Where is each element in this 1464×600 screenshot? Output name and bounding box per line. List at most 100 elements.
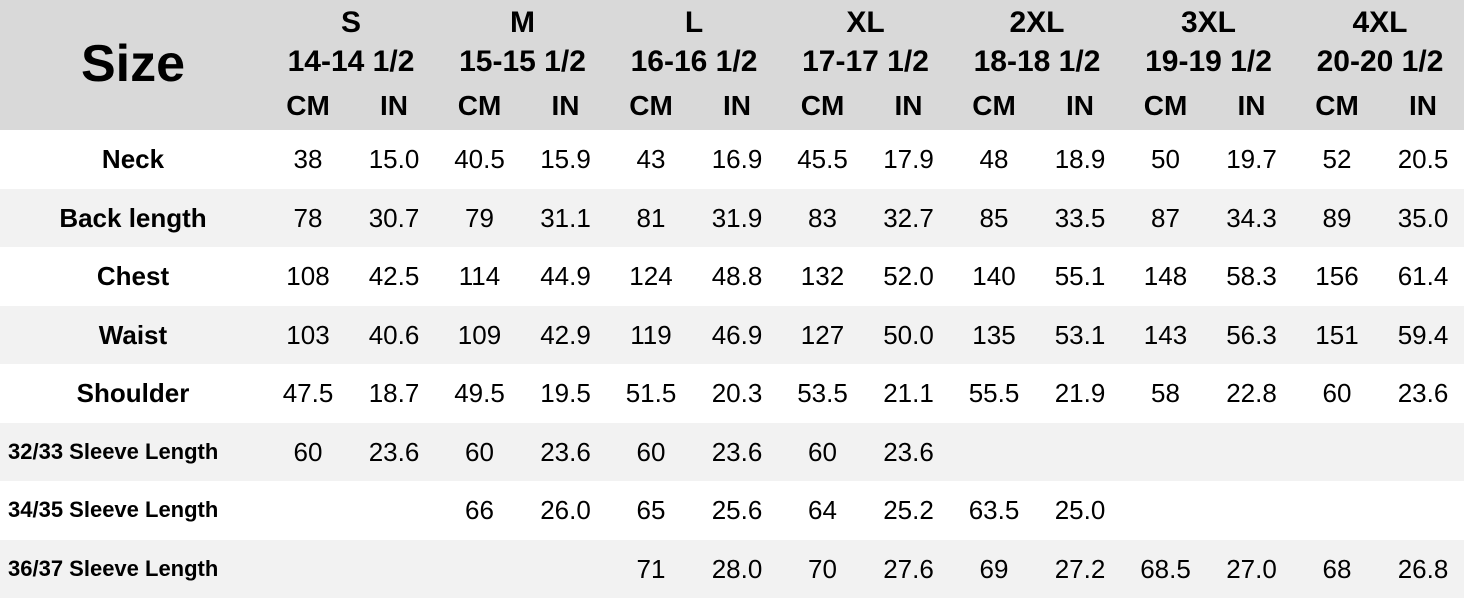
table-row: Neck 38 15.0 40.5 15.9 43 16.9 45.5 17.9 48 18.9 50… — [0, 130, 1464, 188]
unit-cm-label: CM — [1315, 90, 1359, 121]
unit-cm-label: CM — [286, 90, 330, 121]
cell-cm: 60 — [293, 437, 323, 467]
unit-cm-label: CM — [972, 90, 1016, 121]
cell-in: 15.0 — [368, 144, 420, 174]
unit-labels: CM IN — [780, 90, 952, 126]
cell-cm: 151 — [1315, 320, 1359, 350]
size-name: L — [684, 6, 704, 39]
size-name: S — [340, 6, 361, 39]
cell-cm: 52 — [1322, 144, 1352, 174]
cell-cm: 148 — [1143, 261, 1188, 291]
cell-in — [1209, 481, 1295, 539]
unit-labels: CM IN — [437, 90, 609, 126]
cell-cm: 64 — [808, 495, 837, 525]
cell-in: 23.6 — [540, 437, 591, 467]
cell-cm: 127 — [800, 320, 845, 350]
cell-in: 32.7 — [883, 203, 934, 233]
cell-in: 34.3 — [1226, 203, 1277, 233]
table-row: Waist 103 40.6 109 42.9 119 46.9 127 50.0 135 53.1… — [0, 306, 1464, 364]
cell-cm: 69 — [979, 554, 1009, 584]
cell-in: 53.1 — [1054, 320, 1106, 350]
unit-cm-label: CM — [800, 90, 845, 121]
cell-in: 40.6 — [368, 320, 420, 350]
cell-cm: 140 — [972, 261, 1016, 291]
cell-in: 27.2 — [1054, 554, 1106, 584]
size-column-header: 2XL 18-18 1/2 — [951, 4, 1123, 82]
cell-cm — [1123, 423, 1209, 481]
cell-cm: 55.5 — [968, 378, 1020, 408]
cell-cm — [265, 481, 351, 539]
cell-cm — [1123, 481, 1209, 539]
cell-cm: 65 — [636, 495, 666, 525]
unit-labels: CM IN — [265, 90, 437, 126]
unit-in-label: IN — [723, 90, 751, 121]
cell-cm: 135 — [972, 320, 1016, 350]
cell-cm: 87 — [1151, 203, 1180, 233]
cell-in: 21.9 — [1054, 378, 1106, 408]
cell-cm: 58 — [1151, 378, 1180, 408]
size-name: XL — [846, 6, 885, 39]
unit-in-label: IN — [1066, 90, 1094, 121]
cell-in: 23.6 — [1397, 378, 1449, 408]
row-label: 34/35 Sleeve Length — [8, 497, 219, 522]
table-row: Shoulder 47.5 18.7 49.5 19.5 51.5 20.3 53.5 21.1… — [0, 364, 1464, 422]
size-neck-range: 18-18 1/2 — [973, 45, 1101, 78]
cell-in: 16.9 — [711, 144, 763, 174]
cell-cm: 81 — [636, 203, 666, 233]
size-column-header: S 14-14 1/2 — [265, 4, 437, 82]
cell-in: 19.5 — [540, 378, 591, 408]
cell-in: 27.0 — [1226, 554, 1277, 584]
size-neck-range: 17-17 1/2 — [802, 45, 929, 78]
cell-cm: 40.5 — [454, 144, 505, 174]
unit-in-label: IN — [894, 90, 923, 121]
unit-cm-label: CM — [629, 90, 673, 121]
cell-cm — [437, 540, 523, 598]
size-neck-range: 15-15 1/2 — [459, 45, 586, 78]
cell-cm: 143 — [1143, 320, 1188, 350]
cell-in: 20.3 — [711, 378, 763, 408]
cell-cm: 50 — [1151, 144, 1180, 174]
row-label: 32/33 Sleeve Length — [8, 439, 219, 464]
size-chart-header: Size S 14-14 1/2 CM IN M 15-15 1/2 CM IN L 16-16 … — [0, 0, 1464, 130]
cell-in: 27.6 — [883, 554, 934, 584]
cell-cm: 85 — [979, 203, 1009, 233]
size-name: 3XL — [1180, 6, 1237, 39]
table-row: 36/37 Sleeve Length 71 28.0 70 27.6 69 27.2 68.… — [0, 540, 1464, 598]
row-label: Shoulder — [76, 378, 190, 408]
cell-cm: 48 — [979, 144, 1009, 174]
cell-in: 26.8 — [1397, 554, 1449, 584]
cell-cm: 45.5 — [797, 144, 848, 174]
cell-cm: 78 — [293, 203, 323, 233]
unit-labels: CM IN — [608, 90, 780, 126]
cell-cm: 38 — [293, 144, 323, 174]
cell-in: 19.7 — [1226, 144, 1277, 174]
cell-cm: 68 — [1322, 554, 1352, 584]
cell-in: 61.4 — [1397, 261, 1449, 291]
size-column-header: M 15-15 1/2 — [437, 4, 609, 82]
cell-cm: 51.5 — [625, 378, 677, 408]
cell-in: 23.6 — [883, 437, 934, 467]
cell-in: 55.1 — [1054, 261, 1106, 291]
cell-cm: 60 — [1322, 378, 1352, 408]
cell-in: 59.4 — [1397, 320, 1449, 350]
unit-labels: CM IN — [1294, 90, 1464, 126]
cell-cm: 60 — [465, 437, 494, 467]
size-column-header: 4XL 20-20 1/2 — [1294, 4, 1464, 82]
row-label: 36/37 Sleeve Length — [8, 556, 219, 581]
size-column-header: XL 17-17 1/2 — [780, 4, 952, 82]
size-name: 4XL — [1352, 6, 1408, 39]
table-row: Chest 108 42.5 114 44.9 124 48.8 132 52.0 140 55.1… — [0, 247, 1464, 305]
row-label: Neck — [101, 144, 165, 174]
cell-in: 26.0 — [540, 495, 591, 525]
size-neck-range: 14-14 1/2 — [287, 45, 415, 78]
cell-cm — [1294, 423, 1380, 481]
size-title: Size — [80, 35, 186, 93]
cell-in — [1380, 423, 1464, 481]
cell-cm: 70 — [808, 554, 837, 584]
cell-in: 33.5 — [1054, 203, 1106, 233]
cell-cm: 119 — [630, 320, 672, 350]
cell-cm — [951, 423, 1037, 481]
table-row: 32/33 Sleeve Length 60 23.6 60 23.6 60 23.6 60 2… — [0, 423, 1464, 481]
size-name: M — [510, 6, 535, 39]
cell-cm: 43 — [636, 144, 666, 174]
